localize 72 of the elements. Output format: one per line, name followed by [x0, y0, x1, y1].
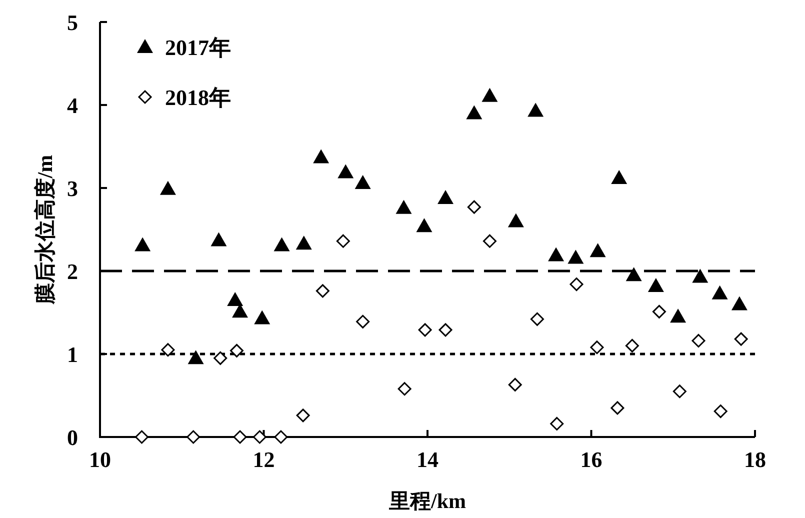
- point: [336, 234, 350, 248]
- y-tick-label: 5: [67, 10, 78, 35]
- point: [396, 200, 412, 214]
- point: [714, 404, 728, 418]
- point: [227, 292, 244, 306]
- point: [731, 296, 748, 310]
- point: [186, 430, 200, 444]
- point: [692, 334, 706, 348]
- y-tick-label: 4: [67, 93, 78, 118]
- point: [482, 88, 498, 102]
- y-tick-label: 3: [67, 176, 78, 201]
- y-tick-label: 2: [67, 259, 78, 284]
- point: [672, 384, 686, 398]
- point: [611, 170, 628, 184]
- x-tick-label: 10: [89, 447, 111, 472]
- point: [274, 237, 290, 252]
- point: [134, 237, 151, 252]
- point: [734, 332, 748, 346]
- point: [590, 243, 606, 258]
- x-tick-label: 14: [416, 447, 438, 472]
- point: [160, 180, 176, 195]
- point: [316, 284, 330, 298]
- x-tick-label: 18: [744, 447, 766, 472]
- y-axis-title: 膜后水位高度/m: [33, 154, 57, 306]
- x-tick-label: 12: [252, 447, 275, 472]
- point: [466, 105, 482, 120]
- point: [625, 338, 639, 352]
- point: [530, 312, 544, 326]
- x-axis-title: 里程/km: [388, 489, 467, 513]
- point: [508, 378, 522, 392]
- point: [508, 213, 524, 228]
- point: [418, 323, 432, 337]
- point: [438, 323, 452, 337]
- point: [296, 236, 312, 250]
- y-tick-label: 1: [67, 342, 78, 367]
- point: [354, 175, 371, 190]
- point: [416, 218, 432, 232]
- point: [670, 308, 686, 323]
- point: [233, 430, 247, 444]
- point: [296, 408, 310, 422]
- point: [214, 351, 228, 365]
- point: [135, 430, 149, 444]
- point: [712, 285, 728, 300]
- point: [652, 304, 666, 318]
- y-tick-label: 0: [67, 425, 78, 450]
- point: [254, 310, 270, 324]
- point: [252, 430, 266, 444]
- point: [313, 149, 330, 164]
- point: [356, 314, 370, 328]
- point: [210, 232, 227, 246]
- point: [570, 278, 584, 292]
- point: [528, 102, 544, 117]
- legend-label: 2017年: [165, 35, 231, 60]
- point: [338, 164, 354, 178]
- point: [438, 190, 454, 204]
- point: [398, 382, 412, 396]
- x-tick-label: 16: [580, 447, 602, 472]
- point: [230, 344, 244, 358]
- point: [692, 268, 708, 283]
- point: [274, 430, 288, 444]
- point: [568, 250, 584, 264]
- point: [590, 340, 604, 354]
- point: [610, 401, 624, 415]
- point: [648, 278, 664, 292]
- point: [467, 200, 481, 214]
- point: [188, 350, 204, 364]
- point: [626, 267, 642, 282]
- point: [550, 416, 564, 430]
- point: [548, 247, 564, 262]
- point: [482, 234, 496, 248]
- point: [161, 343, 175, 357]
- legend-label: 2018年: [165, 85, 231, 110]
